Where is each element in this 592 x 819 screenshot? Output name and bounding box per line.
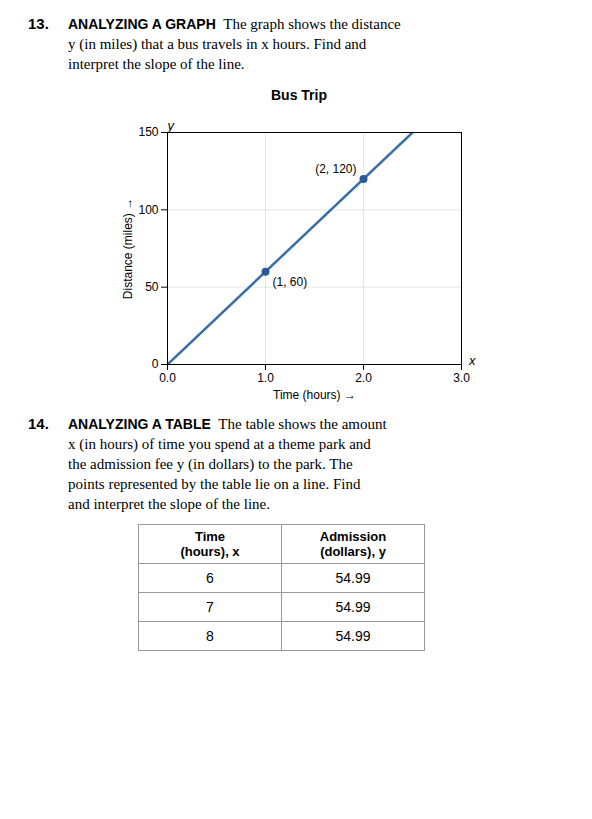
html-text:13.: 13. (28, 15, 49, 32)
svg-text:150: 150 (138, 125, 158, 139)
svg-text:(1, 60): (1, 60) (273, 275, 308, 289)
svg-text:Time (hours) →: Time (hours) → (273, 388, 356, 402)
html-text:ANALYZING A TABLE The table sh: ANALYZING A TABLE The table shows the am… (68, 416, 387, 432)
svg-text:Distance (miles) →: Distance (miles) → (121, 198, 135, 299)
html-text:14.: 14. (28, 415, 49, 432)
html-text:and interpret the slope of the: and interpret the slope of the line. (68, 496, 270, 512)
svg-text:100: 100 (138, 203, 158, 217)
html-text:54.99: 54.99 (335, 628, 371, 644)
html-text:interpret the slope of the lin: interpret the slope of the line. (68, 56, 245, 72)
html-text:54.99: 54.99 (335, 570, 371, 586)
html-text:x (in hours) of time you spend: x (in hours) of time you spend at a them… (68, 436, 371, 452)
svg-text:1.0: 1.0 (257, 371, 274, 385)
html-text:y (in miles) that a bus travel: y (in miles) that a bus travels in x hou… (68, 36, 367, 52)
html-text:points represented by the tabl: points represented by the table lie on a… (68, 476, 361, 492)
svg-text:0.0: 0.0 (159, 371, 176, 385)
html-text:the admission fee y (in dollar: the admission fee y (in dollars) to the … (68, 456, 353, 472)
svg-text:3.0: 3.0 (453, 371, 470, 385)
html-text:ANALYZING A GRAPH The graph sh: ANALYZING A GRAPH The graph shows the di… (68, 16, 401, 32)
svg-text:(2, 120): (2, 120) (315, 162, 356, 176)
svg-text:0: 0 (152, 357, 159, 371)
html-text:6: 6 (206, 570, 214, 586)
html-text:7: 7 (206, 599, 214, 615)
html-text:Time (hours), x: Time (hours), x (180, 529, 240, 559)
svg-text:x: x (468, 353, 476, 368)
svg-text:50: 50 (145, 280, 159, 294)
html-text:Bus Trip: Bus Trip (271, 87, 327, 103)
svg-text:2.0: 2.0 (355, 371, 372, 385)
svg-text:y: y (167, 118, 176, 133)
html-text:8: 8 (206, 628, 214, 644)
html-text:Admission (dollars), y: Admission (dollars), y (319, 529, 387, 559)
html-text:54.99: 54.99 (335, 599, 371, 615)
